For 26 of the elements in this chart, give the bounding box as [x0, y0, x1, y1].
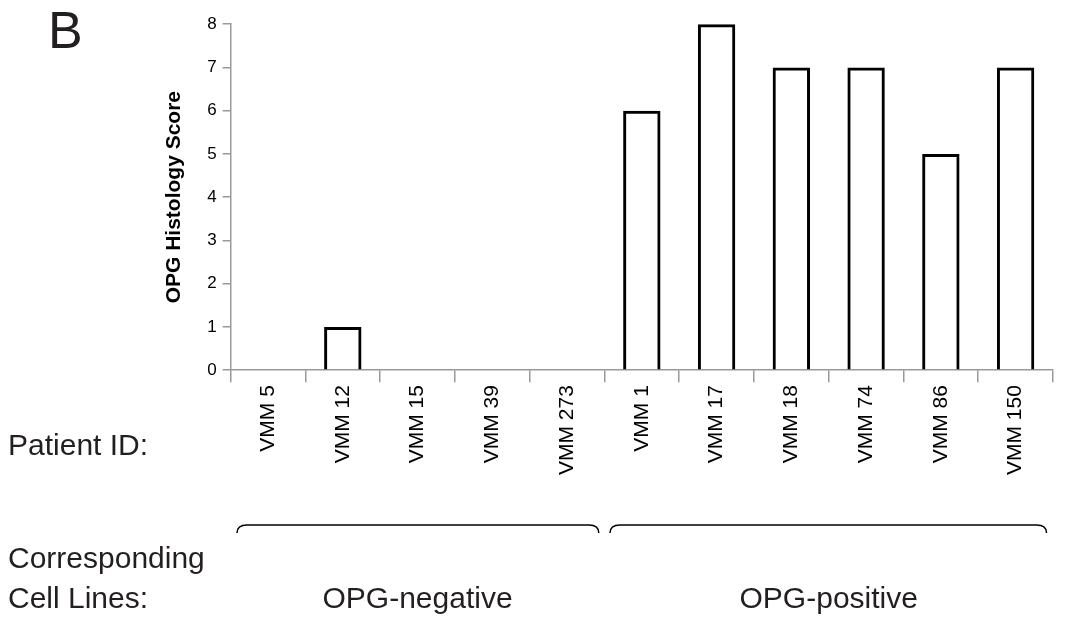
- x-tick-label: VMM 150: [1002, 385, 1026, 476]
- x-tick-label: VMM 18: [778, 385, 802, 464]
- x-tick-label: VMM 17: [703, 385, 727, 464]
- y-tick-label: 4: [207, 186, 217, 206]
- y-tick-label: 2: [207, 273, 217, 293]
- x-tick-label: VMM 86: [927, 385, 951, 464]
- x-tick-label: VMM 5: [254, 385, 278, 452]
- y-tick-label: 8: [207, 13, 217, 33]
- text: Patient ID:: [8, 428, 149, 462]
- y-tick-label: 1: [207, 316, 217, 336]
- x-tick-label: VMM 74: [852, 384, 876, 464]
- text: Corresponding Cell Lines:: [8, 540, 206, 616]
- x-tick-label: VMM 1: [628, 385, 652, 452]
- text: B: [48, 0, 83, 60]
- y-axis-title: OPG Histology Score: [161, 90, 185, 304]
- x-tick-label: VMM 273: [553, 385, 577, 476]
- y-tick-label: 0: [207, 359, 217, 379]
- y-tick-label: 6: [207, 100, 217, 120]
- x-tick-label: VMM 15: [404, 385, 428, 464]
- x-tick-label: VMM 39: [479, 385, 503, 464]
- y-tick-label: 3: [207, 230, 217, 250]
- text: OPG-positive: [739, 581, 918, 615]
- text: OPG-negative: [322, 581, 513, 615]
- x-tick-label: VMM 12: [329, 385, 353, 464]
- y-tick-label: 5: [207, 143, 217, 163]
- y-tick-label: 7: [207, 57, 217, 77]
